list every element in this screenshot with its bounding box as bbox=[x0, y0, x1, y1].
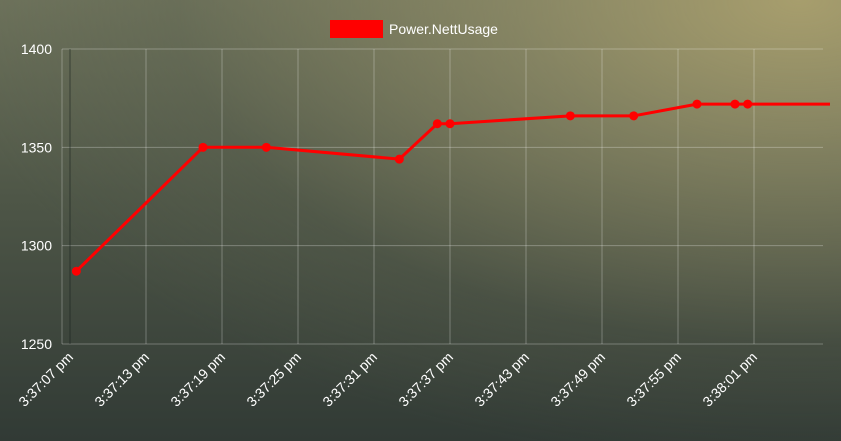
y-tick-label: 1300 bbox=[21, 238, 52, 254]
grid-lines bbox=[61, 48, 823, 345]
x-tick-label: 3:38:01 pm bbox=[699, 349, 760, 410]
legend[interactable]: Power.NettUsage bbox=[330, 20, 498, 38]
data-point[interactable] bbox=[71, 266, 81, 276]
series-layer bbox=[71, 99, 830, 276]
x-tick-label: 3:37:07 pm bbox=[15, 349, 76, 410]
x-tick-label: 3:37:31 pm bbox=[319, 349, 380, 410]
data-point[interactable] bbox=[198, 142, 208, 152]
y-tick-label: 1250 bbox=[21, 336, 52, 352]
y-tick-label: 1400 bbox=[21, 41, 52, 57]
legend-label[interactable]: Power.NettUsage bbox=[389, 21, 498, 37]
x-tick-label: 3:37:55 pm bbox=[623, 349, 684, 410]
data-point[interactable] bbox=[445, 119, 455, 129]
x-tick-label: 3:37:49 pm bbox=[547, 349, 608, 410]
x-tick-label: 3:37:37 pm bbox=[395, 349, 456, 410]
data-point[interactable] bbox=[394, 154, 404, 164]
data-point[interactable] bbox=[743, 99, 753, 109]
data-point[interactable] bbox=[565, 111, 575, 121]
data-point[interactable] bbox=[432, 119, 442, 129]
x-tick-label: 3:37:43 pm bbox=[471, 349, 532, 410]
x-tick-label: 3:37:19 pm bbox=[167, 349, 228, 410]
x-axis-tick-labels: 3:37:07 pm 3:37:13 pm 3:37:19 pm 3:37:25 pm… bbox=[15, 349, 760, 410]
y-tick-label: 1350 bbox=[21, 139, 52, 155]
data-point[interactable] bbox=[629, 111, 639, 121]
data-point[interactable] bbox=[730, 99, 740, 109]
x-tick-label: 3:37:13 pm bbox=[91, 349, 152, 410]
y-axis-tick-labels: 1250 1300 1350 1400 bbox=[21, 41, 52, 352]
data-point[interactable] bbox=[261, 142, 271, 152]
x-tick-label: 3:37:25 pm bbox=[243, 349, 304, 410]
legend-swatch[interactable] bbox=[330, 20, 383, 38]
data-point[interactable] bbox=[692, 99, 702, 109]
